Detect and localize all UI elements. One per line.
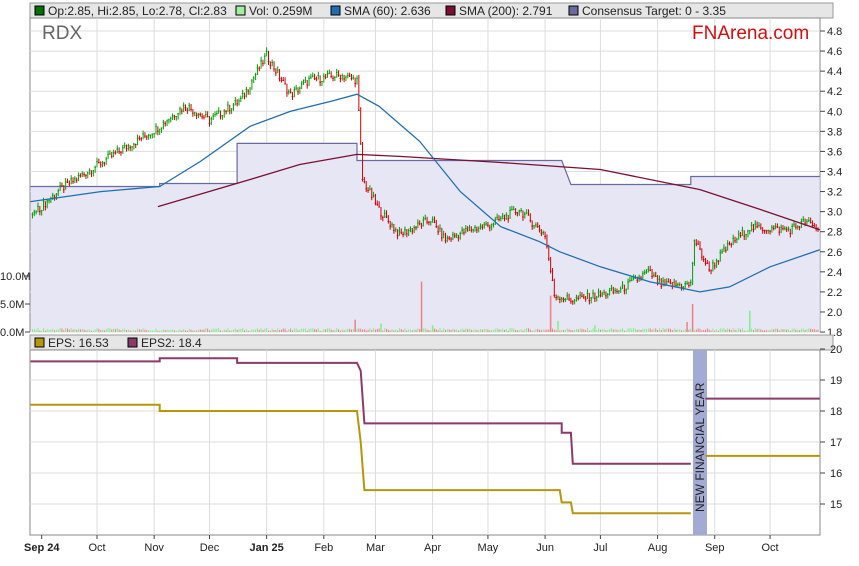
eps-tick-label: 16 — [830, 468, 842, 480]
volume-axis: 10.0M 5.0M 0.0M — [0, 271, 31, 339]
x-tick-label: Oct — [761, 542, 778, 554]
x-tick-label: Nov — [144, 542, 164, 554]
price-tick-label: 4.4 — [827, 66, 842, 78]
price-tick-label: 2.6 — [827, 247, 842, 259]
eps2-swatch — [127, 337, 138, 348]
sma60-swatch — [330, 5, 341, 16]
eps-tick-label: 17 — [830, 437, 842, 449]
x-tick-label: Oct — [88, 542, 105, 554]
x-tick-label: Mar — [366, 542, 385, 554]
x-tick-label: Jun — [536, 542, 554, 554]
eps-tick-label: 18 — [830, 406, 842, 418]
eps-axis: 20 19 18 17 16 15 — [820, 344, 842, 511]
price-tick-label: 4.6 — [827, 46, 842, 58]
price-tick-label: 3.8 — [827, 126, 842, 138]
sma200-readout: SMA (200): 2.791 — [459, 4, 553, 18]
ohlc-readout: Op:2.85, Hi:2.85, Lo:2.78, Cl:2.83 — [48, 4, 227, 18]
x-axis: Sep 24 Oct Nov Dec Jan 25 Feb Mar Apr May Jun Jul A… — [24, 535, 779, 554]
volume-tick-label: 10.0M — [0, 271, 31, 283]
consensus-target-line — [30, 142, 820, 188]
sma200-line — [157, 153, 821, 231]
eps-tick-label: 19 — [830, 375, 842, 387]
eps-swatch — [34, 337, 45, 348]
sma200-swatch — [445, 5, 456, 16]
consensus-readout: Consensus Target: 0 - 3.35 — [582, 4, 726, 18]
x-tick-label: Jul — [593, 542, 607, 554]
price-axis: 4.8 4.6 4.4 4.2 4.0 3.8 3.6 3.4 3.2 3.0 2.8 2.6 2.4 2… — [820, 26, 842, 339]
volume-bars — [31, 281, 819, 332]
price-candles — [31, 47, 819, 305]
eps-line — [30, 403, 691, 515]
price-tick-label: 2.0 — [827, 307, 842, 319]
price-tick-label: 3.4 — [827, 166, 842, 178]
x-tick-label: Sep — [705, 542, 725, 554]
x-tick-label: Jan 25 — [250, 542, 284, 554]
price-tick-label: 4.8 — [827, 26, 842, 38]
consensus-swatch — [568, 5, 579, 16]
x-tick-label: Dec — [200, 542, 220, 554]
volume-tick-label: 0.0M — [0, 327, 24, 339]
vol-swatch — [235, 5, 246, 16]
price-tick-label: 2.2 — [827, 287, 842, 299]
ohlc-swatch — [34, 5, 45, 16]
price-tick-label: 3.2 — [827, 187, 842, 199]
x-tick-label: Sep 24 — [24, 542, 60, 554]
eps-readout: EPS: 16.53 — [48, 336, 109, 350]
x-tick-label: Apr — [424, 542, 441, 554]
x-tick-label: Feb — [314, 542, 333, 554]
eps-tick-label: 20 — [830, 344, 842, 356]
eps2-readout: EPS2: 18.4 — [141, 336, 202, 350]
price-tick-label: 2.8 — [827, 227, 842, 239]
eps-lines — [30, 357, 820, 515]
vol-readout: Vol: 0.259M — [249, 4, 312, 18]
new-financial-year-band — [693, 350, 707, 535]
price-tick-label: 2.4 — [827, 267, 842, 279]
volume-tick-label: 5.0M — [0, 299, 24, 311]
price-tick-label: 4.2 — [827, 86, 842, 98]
eps-tick-label: 15 — [830, 499, 842, 511]
price-tick-label: 4.0 — [827, 106, 842, 118]
ticker-label: RDX — [42, 23, 82, 44]
fnarena-logo: FNArena.com — [692, 23, 809, 44]
eps-gridlines — [30, 348, 820, 535]
sma60-line — [30, 93, 821, 293]
price-tick-label: 3.0 — [827, 207, 842, 219]
new-financial-year-label: NEW FINANCIAL YEAR — [693, 382, 707, 512]
price-tick-label: 3.6 — [827, 146, 842, 158]
sma60-readout: SMA (60): 2.636 — [344, 4, 431, 18]
eps2-line — [30, 357, 691, 465]
x-tick-label: May — [478, 542, 499, 554]
x-tick-label: Aug — [648, 542, 668, 554]
